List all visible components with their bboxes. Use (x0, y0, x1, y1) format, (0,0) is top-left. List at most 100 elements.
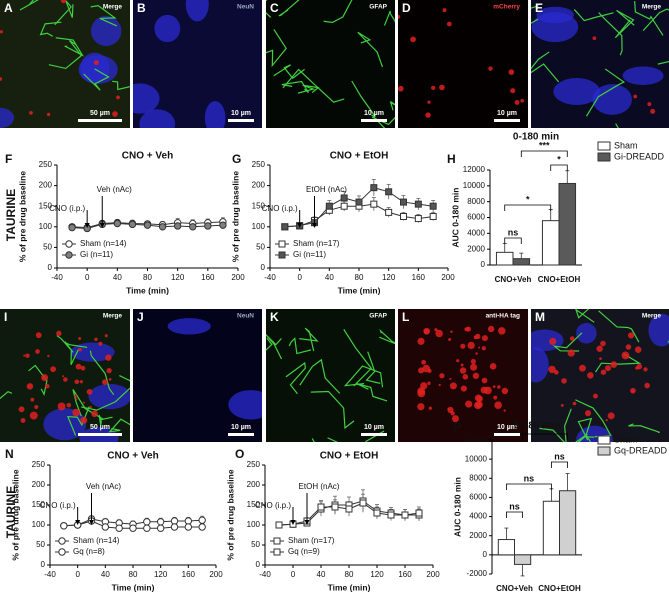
marker (143, 221, 152, 229)
arrow-head (99, 223, 105, 228)
astrocyte-process (531, 51, 560, 83)
marker (331, 503, 339, 511)
significance-bracket (506, 483, 552, 490)
micrograph: I Merge 50 µm (0, 309, 130, 442)
marker (400, 198, 407, 206)
panel-letter: L (402, 310, 409, 324)
label-dot (80, 365, 86, 371)
legend-label: Gi-DREADD (614, 151, 665, 161)
channel-label: NeuN (237, 4, 254, 11)
label-dot (78, 336, 82, 340)
x-axis-label: Time (min) (328, 582, 371, 592)
legend-label: Sham (n=14) (80, 239, 127, 248)
x-tick-label: 0 (297, 273, 302, 282)
significance-bracket (520, 150, 568, 157)
astrocyte-process (266, 337, 273, 351)
label-dot (621, 351, 630, 360)
significance-bracket (522, 433, 568, 440)
label-dot (579, 364, 586, 372)
label-dot (472, 372, 480, 380)
marker (370, 200, 378, 208)
y-axis-label: % of pre drug baseline (10, 469, 20, 560)
nucleus (204, 101, 226, 128)
marker (219, 221, 227, 229)
legend-swatch (597, 435, 611, 445)
bar (559, 490, 577, 556)
astrocyte-process (39, 21, 62, 37)
y-tick-label: 50 (251, 540, 260, 549)
nucleus (70, 342, 115, 362)
astrocyte-process (299, 327, 319, 352)
label-dot (18, 406, 25, 413)
marker (170, 523, 179, 531)
label-dot (610, 361, 618, 368)
significance-label: ns (509, 501, 520, 511)
y-tick-label: 200 (32, 480, 46, 489)
annotation: CNO (i.p.) (49, 204, 85, 213)
marker (156, 518, 165, 526)
bar (495, 251, 514, 266)
panel-letter: I (4, 310, 7, 324)
label-dot (63, 377, 68, 382)
label-dot (93, 60, 99, 66)
channel-label: Merge (642, 4, 662, 11)
micrograph: M Merge (531, 309, 669, 442)
y-tick-label: 4000 (467, 228, 485, 237)
nucleus (531, 329, 564, 352)
marker (281, 223, 289, 231)
channel-label: mCherry (493, 4, 520, 11)
marker (325, 202, 333, 210)
y-tick-label: 150 (32, 500, 46, 509)
y-tick-label: 200 (39, 181, 53, 190)
marker (170, 517, 179, 525)
y-tick-label: 150 (247, 500, 261, 509)
marker (173, 222, 182, 230)
marker (204, 222, 212, 230)
y-axis-label: % of pre drug baseline (230, 171, 240, 262)
label-dot (488, 66, 493, 71)
arrow-head (89, 520, 94, 525)
arrow-head (304, 520, 310, 525)
bar (514, 554, 532, 565)
y-tick-label: 8000 (467, 197, 485, 206)
x-tick-label: 120 (382, 273, 396, 282)
label-dot (497, 385, 501, 389)
x-tick-label: 0 (75, 570, 80, 579)
micrograph: J NeuN 10 µm (133, 309, 262, 442)
astrocyte-process (531, 5, 539, 24)
label-dot (503, 409, 506, 412)
astrocyte-process (266, 29, 287, 68)
nucleus (139, 109, 176, 128)
label-dot (75, 363, 82, 370)
marker (156, 524, 165, 532)
micrograph-content (398, 309, 528, 442)
label-dot (647, 102, 652, 107)
significance-bracket (551, 461, 568, 468)
nucleus (648, 313, 669, 347)
label-dot (587, 372, 594, 379)
x-tick-label: 160 (412, 273, 426, 282)
label-dot (439, 84, 445, 91)
bar (542, 500, 560, 556)
astrocyte-process (343, 329, 373, 387)
label-dot (46, 112, 51, 117)
panel-letter: K (270, 310, 279, 324)
y-tick-label: 100 (32, 520, 46, 529)
astrocyte-process (83, 68, 110, 91)
micrograph-content (133, 309, 262, 442)
label-dot (481, 346, 486, 351)
legend-swatch (597, 446, 611, 456)
annotation: Veh (nAc) (86, 482, 121, 491)
nucleus (576, 322, 597, 344)
label-dot (592, 393, 598, 399)
chart-title: CNO + Veh (122, 151, 173, 162)
label-dot (447, 406, 454, 414)
micrograph: A Merge 50 µm (0, 0, 130, 128)
label-dot (56, 330, 62, 337)
bar (512, 258, 531, 266)
micrograph: C GFAP 10 µm (266, 0, 395, 128)
panel-letter: F (5, 152, 12, 166)
nucleus (536, 6, 574, 24)
scale-label: 10 µm (497, 424, 517, 431)
label-dot (592, 36, 597, 41)
